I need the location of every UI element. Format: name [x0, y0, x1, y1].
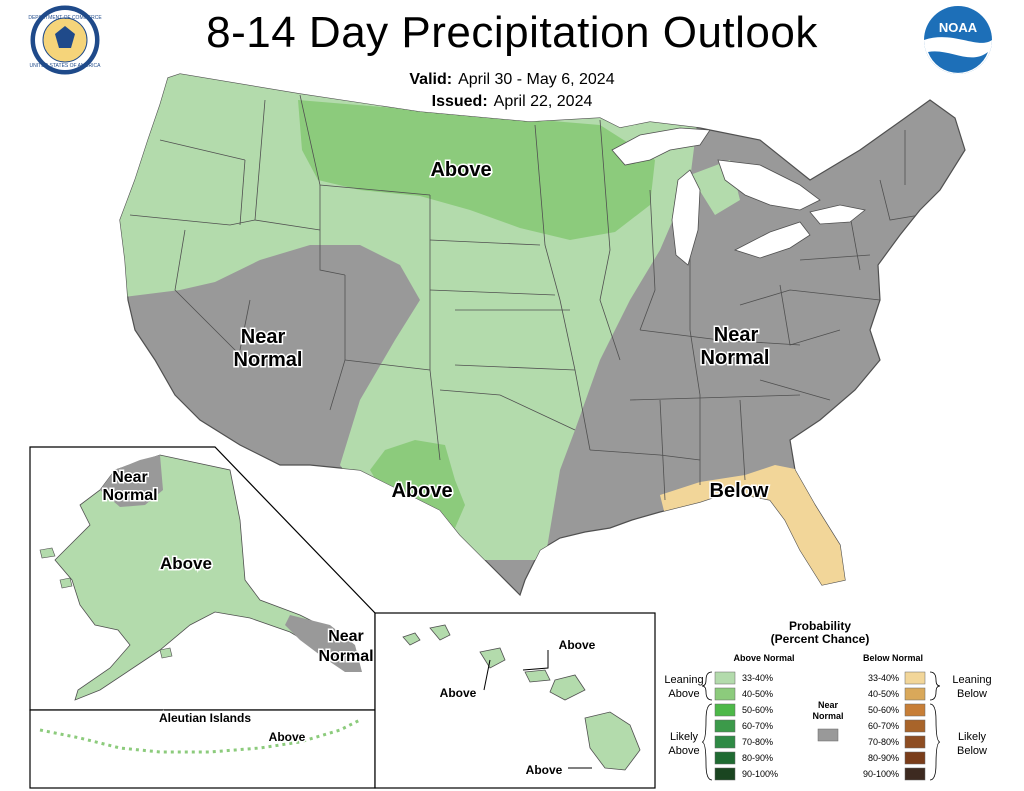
brace-leaning-above [701, 671, 713, 701]
valid-label: Valid: [409, 71, 453, 88]
alaska-near-normal-northwest [100, 455, 163, 507]
legend-above-ranges: 33-40% 40-50% 50-60% 60-70% 70-80% 80-90… [742, 673, 778, 779]
label-near-normal-east-line2: Normal [701, 347, 770, 369]
alaska-inset [29, 446, 376, 711]
label-alaska-near-normal-nw-line2: Normal [102, 487, 157, 504]
label-near-normal-east-line1: Near [714, 324, 759, 346]
svg-text:NOAA: NOAA [939, 20, 978, 35]
range-above-0: 33-40% [742, 673, 773, 683]
swatch-below-70-80 [904, 735, 926, 749]
range-above-2: 50-60% [742, 705, 773, 715]
label-alaska-near-normal-nw-line1: Near [112, 469, 148, 486]
label-above-west-texas: Above [391, 480, 452, 502]
hawaii-inset [374, 612, 656, 789]
range-below-0: 33-40% [868, 673, 899, 683]
valid-value: April 30 - May 6, 2024 [458, 71, 615, 88]
swatch-below-60-70 [904, 719, 926, 733]
legend-title-1: Probability [789, 619, 851, 633]
swatch-below-33-40 [904, 671, 926, 685]
legend: Probability (Percent Chance) Above Norma… [664, 619, 992, 781]
hawaii-leader-1 [522, 650, 549, 671]
label-alaska-near-normal-se-line1: Near [328, 628, 364, 645]
swatch-above-50-60 [714, 703, 736, 717]
label-hawaii-above-3: Above [526, 763, 563, 777]
label-above-northern-plains: Above [430, 159, 491, 181]
swatch-below-80-90 [904, 751, 926, 765]
noaa-logo-icon: NOAA [924, 6, 992, 74]
alaska-islands [39, 547, 173, 659]
aleutian-inset: Aleutian Islands [29, 709, 376, 789]
region-above-northern-plains [298, 100, 655, 240]
hawaii-islands [402, 624, 641, 771]
likely-above-line2: Above [668, 745, 699, 757]
label-hawaii-above-2: Above [440, 686, 477, 700]
issued-label: Issued: [431, 93, 488, 110]
swatch-below-50-60 [904, 703, 926, 717]
swatch-near-normal [817, 728, 839, 742]
swatch-below-40-50 [904, 687, 926, 701]
brace-leaning-below [929, 671, 941, 701]
swatch-above-33-40 [714, 671, 736, 685]
range-above-3: 60-70% [742, 721, 773, 731]
department-of-commerce-seal-icon: DEPARTMENT OF COMMERCE UNITED STATES OF … [28, 5, 102, 75]
label-aleutian-above: Above [269, 730, 306, 744]
legend-near-normal-line1: Near [818, 700, 839, 710]
swatch-above-80-90 [714, 751, 736, 765]
leaning-above-line1: Leaning [664, 674, 703, 686]
legend-below-ranges: 33-40% 40-50% 50-60% 60-70% 70-80% 80-90… [863, 673, 899, 779]
leaning-below-line1: Leaning [952, 674, 991, 686]
swatch-above-60-70 [714, 719, 736, 733]
map-title: 8-14 Day Precipitation Outlook [206, 8, 818, 57]
range-below-3: 60-70% [868, 721, 899, 731]
range-below-5: 80-90% [868, 753, 899, 763]
range-above-6: 90-100% [742, 769, 778, 779]
legend-above-swatches [714, 671, 736, 781]
alaska-near-normal-southeast [285, 615, 362, 672]
swatch-above-90-100 [714, 767, 736, 781]
swatch-above-70-80 [714, 735, 736, 749]
brace-likely-below [929, 703, 941, 781]
range-above-5: 80-90% [742, 753, 773, 763]
label-alaska-above: Above [160, 554, 212, 573]
likely-below-line1: Likely [958, 731, 987, 743]
likely-above-line1: Likely [670, 731, 699, 743]
label-below-florida: Below [710, 480, 769, 502]
range-above-1: 40-50% [742, 689, 773, 699]
label-near-normal-west-line1: Near [241, 326, 286, 348]
legend-below-header: Below Normal [863, 653, 923, 663]
likely-below-line2: Below [957, 745, 987, 757]
range-below-2: 50-60% [868, 705, 899, 715]
state-boundaries [129, 94, 921, 501]
svg-text:DEPARTMENT OF COMMERCE: DEPARTMENT OF COMMERCE [28, 15, 102, 21]
range-below-1: 40-50% [868, 689, 899, 699]
range-below-4: 70-80% [868, 737, 899, 747]
legend-above-header: Above Normal [733, 653, 794, 663]
label-near-normal-west-line2: Normal [234, 349, 303, 371]
label-alaska-near-normal-se-line2: Normal [318, 648, 373, 665]
leaning-below-line2: Below [957, 688, 987, 700]
hawaii-leader-2 [483, 659, 491, 691]
swatch-above-40-50 [714, 687, 736, 701]
issued-date: Issued: April 22, 2024 [0, 93, 1024, 111]
swatch-below-90-100 [904, 767, 926, 781]
label-hawaii-above-1: Above [559, 638, 596, 652]
svg-text:UNITED STATES OF AMERICA: UNITED STATES OF AMERICA [30, 63, 102, 69]
issued-value: April 22, 2024 [493, 93, 593, 110]
brace-likely-above [701, 703, 713, 781]
valid-dates: Valid: April 30 - May 6, 2024 [0, 71, 1024, 89]
region-above-west-texas [370, 440, 465, 535]
legend-below-swatches [904, 671, 926, 781]
great-lakes [611, 127, 866, 266]
range-below-6: 90-100% [863, 769, 899, 779]
aleutian-title: Aleutian Islands [159, 711, 251, 725]
leaning-above-line2: Above [668, 688, 699, 700]
conus-map [119, 73, 966, 597]
aleutian-inset-frame [29, 709, 376, 789]
legend-near-normal-line2: Normal [812, 711, 843, 721]
range-above-4: 70-80% [742, 737, 773, 747]
legend-title-2: (Percent Chance) [771, 632, 870, 646]
